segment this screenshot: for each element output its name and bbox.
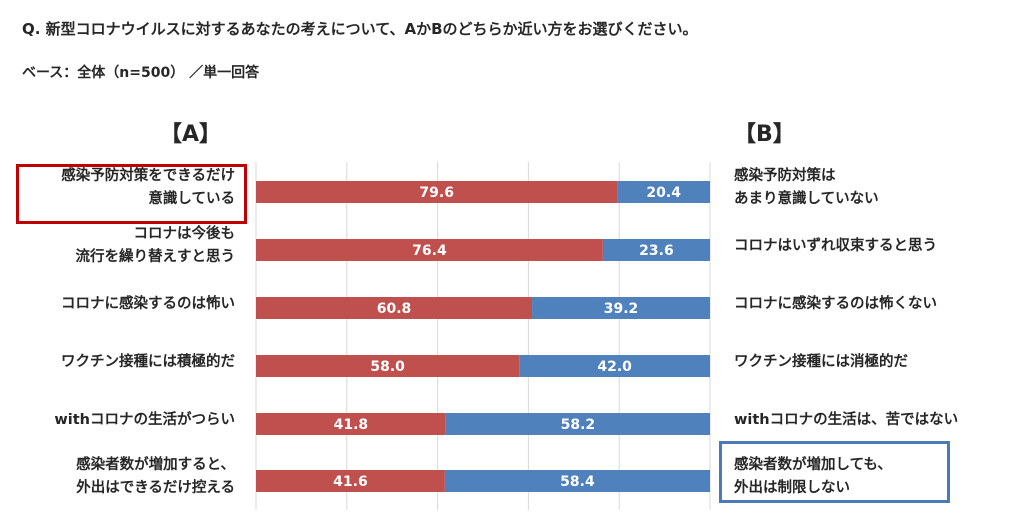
- bar-b: [445, 413, 710, 435]
- bar-b: [519, 355, 710, 377]
- value-label-a: 60.8: [377, 301, 412, 317]
- value-label-b: 58.2: [561, 417, 596, 433]
- bar-a: [256, 239, 603, 261]
- category-label-b-line: withコロナの生活は、苦ではない: [734, 411, 959, 428]
- category-label-a-line: コロナは今後も: [133, 226, 236, 242]
- category-label-a: withコロナの生活がつらい: [54, 409, 235, 432]
- category-label-b-line: あまり意識していない: [734, 191, 879, 207]
- category-label-b: コロナはいずれ収束すると思う: [734, 235, 937, 258]
- value-label-a: 76.4: [412, 243, 447, 259]
- category-label-b: ワクチン接種には消極的だ: [734, 351, 908, 374]
- bar-b: [532, 297, 710, 319]
- group-b-heading: 【B】: [734, 122, 795, 147]
- value-label-b: 20.4: [646, 185, 681, 201]
- value-label-a: 58.0: [370, 359, 405, 375]
- category-label-a-line: withコロナの生活がつらい: [54, 411, 235, 428]
- bar-a: [256, 413, 446, 435]
- value-label-b: 23.6: [639, 243, 674, 259]
- category-label-a-line: コロナに感染するのは怖い: [61, 295, 235, 312]
- category-label-a-line: 意識している: [148, 191, 235, 207]
- category-label-b: withコロナの生活は、苦ではない: [734, 409, 958, 432]
- category-label-a: コロナに感染するのは怖い: [61, 293, 235, 316]
- bar-a: [256, 470, 445, 492]
- category-label-a-line: 流行を繰り替えすと思う: [75, 249, 236, 265]
- category-label-b-line: 感染予防対策は: [734, 168, 836, 184]
- value-label-a: 41.8: [334, 417, 369, 433]
- category-label-b-line: コロナはいずれ収束すると思う: [734, 237, 937, 254]
- category-label-a-line: ワクチン接種には積極的だ: [61, 353, 235, 370]
- bar-a: [256, 297, 533, 319]
- category-label-a: 感染予防対策をできるだけ意識している: [61, 165, 235, 211]
- bar-b: [444, 470, 710, 492]
- category-label-a-line: 外出はできるだけ控える: [76, 480, 235, 496]
- bar-a: [256, 181, 618, 203]
- category-label-b: コロナに感染するのは怖くない: [734, 293, 937, 316]
- category-label-b: 感染予防対策はあまり意識していない: [734, 165, 879, 211]
- category-label-a-line: 感染者数が増加すると、: [76, 457, 235, 473]
- category-label-a: コロナは今後も流行を繰り替えすと思う: [76, 223, 236, 269]
- bar-b: [617, 181, 710, 203]
- category-label-a: ワクチン接種には積極的だ: [61, 351, 235, 374]
- base-text: ベース：全体（n=500） ／単一回答: [22, 65, 260, 81]
- category-label-b-line: 外出は制限しない: [734, 480, 850, 496]
- question-text: Q. 新型コロナウイルスに対するあなたの考えについて、AかBのどちらか近い方をお…: [22, 20, 698, 38]
- group-a-heading: 【A】: [160, 122, 222, 147]
- category-label-b: 感染者数が増加しても、 外出は制限しない: [734, 454, 892, 500]
- category-label-b-line: 感染者数が増加しても、: [734, 457, 892, 473]
- highlight-box-a: [16, 164, 247, 224]
- value-label-a: 79.6: [419, 185, 454, 201]
- value-label-b: 58.4: [560, 474, 595, 490]
- value-label-a: 41.6: [333, 474, 368, 490]
- value-label-b: 39.2: [604, 301, 639, 317]
- category-label-b-line: コロナに感染するのは怖くない: [734, 295, 937, 312]
- category-label-b-line: ワクチン接種には消極的だ: [734, 353, 908, 370]
- highlight-box-b: [719, 441, 950, 503]
- bar-b: [602, 239, 710, 261]
- value-label-b: 42.0: [597, 359, 632, 375]
- category-label-a-line: 感染予防対策をできるだけ: [61, 168, 235, 184]
- category-label-a: 感染者数が増加すると、 外出はできるだけ控える: [76, 454, 235, 500]
- bar-a: [256, 355, 520, 377]
